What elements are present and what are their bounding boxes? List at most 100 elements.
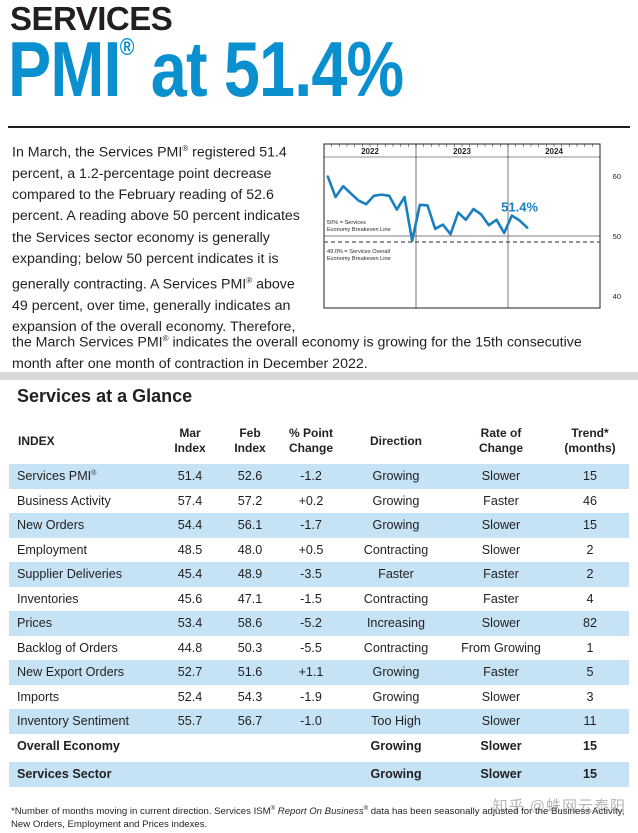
chart-year-label: 2022	[361, 147, 379, 156]
summary-trend: 15	[551, 762, 629, 787]
row-feb: 52.6	[219, 464, 281, 489]
intro-text-1: In March, the Services PMI	[12, 144, 183, 161]
row-direction: Contracting	[341, 635, 451, 660]
row-rate: Slower	[451, 513, 551, 538]
row-feb: 51.6	[219, 660, 281, 685]
row-rate: Faster	[451, 562, 551, 587]
chart-point	[464, 218, 467, 221]
chart-point	[518, 219, 521, 222]
row-change: -1.2	[281, 464, 341, 489]
row-trend: 82	[551, 611, 629, 636]
chart-point	[380, 193, 383, 196]
row-trend: 3	[551, 684, 629, 709]
row-rate: Faster	[451, 660, 551, 685]
intro-text-2: registered 51.4 percent, a 1.2-percentag…	[12, 144, 300, 293]
chart-point	[403, 196, 406, 198]
intro-reg-3: ®	[162, 334, 169, 343]
row-mar: 57.4	[161, 488, 219, 513]
row-trend: 2	[551, 562, 629, 587]
chart-reference-label: 50% = Services	[327, 220, 366, 226]
row-change: -1.5	[281, 586, 341, 611]
row-feb: 48.0	[219, 537, 281, 562]
chart-point	[342, 185, 345, 188]
glance-header-row: INDEX Mar Index Feb Index % Point Change Di…	[9, 418, 629, 464]
chart-reference-label: 49.0% = Services Overall	[327, 249, 390, 255]
table-row: Business Activity 57.4 57.2 +0.2 Growing…	[9, 488, 629, 513]
row-trend: 15	[551, 464, 629, 489]
intro-reg-2: ®	[246, 275, 253, 285]
row-name: Supplier Deliveries	[9, 562, 161, 587]
row-mar: 55.7	[161, 709, 219, 734]
header-change: % Point Change	[288, 426, 333, 455]
chart-point	[388, 194, 391, 197]
row-feb: 47.1	[219, 586, 281, 611]
summary-trend: 15	[551, 733, 629, 758]
row-rate: Faster	[451, 586, 551, 611]
headline-registered-mark: ®	[119, 34, 135, 61]
chart-point	[510, 214, 513, 217]
chart-point	[434, 227, 437, 230]
row-name: Services PMI®	[9, 464, 161, 489]
row-change: +0.5	[281, 537, 341, 562]
chart-frame-box	[323, 143, 601, 309]
chart-point	[472, 208, 475, 210]
row-mar: 52.7	[161, 660, 219, 685]
row-mar: 48.5	[161, 537, 219, 562]
chart-point	[418, 203, 421, 206]
chart-last-value-label: 51.4%	[501, 200, 538, 215]
chart-point	[426, 204, 429, 207]
row-name: Imports	[9, 684, 161, 709]
row-feb: 50.3	[219, 635, 281, 660]
chart-point	[487, 224, 490, 227]
row-mar: 45.6	[161, 586, 219, 611]
row-direction: Increasing	[341, 611, 451, 636]
summary-row-overall: Overall Economy Growing Slower 15	[9, 733, 629, 758]
watermark: 知乎 @蛛网云泰阳	[492, 798, 626, 815]
row-trend: 1	[551, 635, 629, 660]
table-row: Imports 52.4 54.3 -1.9 Growing Slower 3	[9, 684, 629, 709]
header-rule	[8, 126, 630, 128]
row-rate: Slower	[451, 537, 551, 562]
row-mar: 53.4	[161, 611, 219, 636]
chart-point	[372, 194, 375, 197]
table-row: New Orders 54.4 56.1 -1.7 Growing Slower…	[9, 513, 629, 538]
glance-title: Services at a Glance	[17, 386, 193, 406]
chart-year-label: 2023	[453, 147, 471, 156]
row-change: -1.7	[281, 513, 341, 538]
chart-y-tick-label: 40	[613, 292, 621, 301]
chart-y-tick-label: 50	[613, 232, 621, 241]
chart-point	[411, 239, 414, 242]
header-direction: Direction	[369, 433, 422, 448]
row-trend: 5	[551, 660, 629, 685]
table-row: Inventories 45.6 47.1 -1.5 Contracting F…	[9, 586, 629, 611]
row-direction: Growing	[341, 684, 451, 709]
row-rate: From Growing	[451, 635, 551, 660]
row-direction: Growing	[341, 660, 451, 685]
table-row: Services PMI® 51.4 52.6 -1.2 Growing Slo…	[9, 464, 629, 489]
row-trend: 2	[551, 537, 629, 562]
row-direction: Growing	[341, 464, 451, 489]
intro-text-5: indicates the overall economy is growing…	[12, 334, 582, 372]
intro-text-4: the March Services PMI	[12, 334, 163, 351]
row-rate: Slower	[451, 709, 551, 734]
table-row: Backlog of Orders 44.8 50.3 -5.5 Contrac…	[9, 635, 629, 660]
row-change: -1.0	[281, 709, 341, 734]
table-row: Prices 53.4 58.6 -5.2 Increasing Slower …	[9, 611, 629, 636]
row-direction: Contracting	[341, 586, 451, 611]
row-direction: Growing	[341, 513, 451, 538]
intro-text-3: above 49 percent, over time, generally i…	[12, 276, 296, 336]
section-divider	[0, 372, 638, 380]
row-feb: 54.3	[219, 684, 281, 709]
row-trend: 11	[551, 709, 629, 734]
row-change: -5.5	[281, 635, 341, 660]
row-trend: 46	[551, 488, 629, 513]
headline-main: PMI	[8, 25, 121, 113]
row-direction: Growing	[341, 488, 451, 513]
header-mar: Mar Index	[174, 426, 206, 455]
row-name: Inventory Sentiment	[9, 709, 161, 734]
row-feb: 56.1	[219, 513, 281, 538]
summary-rate: Slower	[451, 733, 551, 758]
row-name: Employment	[9, 537, 161, 562]
table-row: Employment 48.5 48.0 +0.5 Contracting Sl…	[9, 537, 629, 562]
